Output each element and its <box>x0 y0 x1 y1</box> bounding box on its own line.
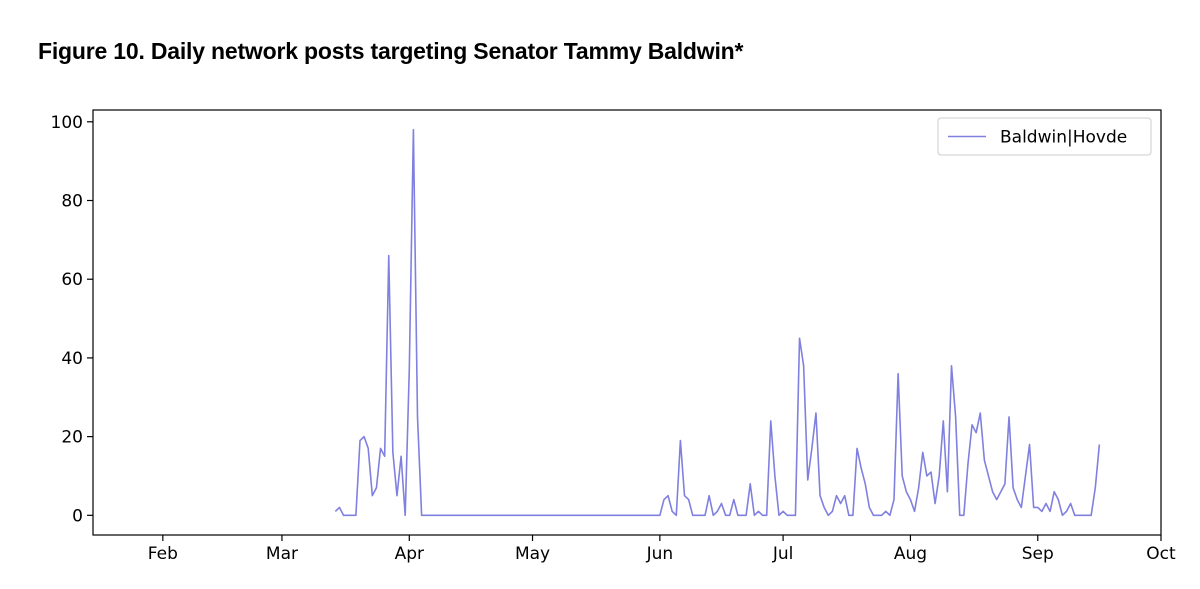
figure-title: Figure 10. Daily network posts targeting… <box>38 38 743 65</box>
x-tick-label: Aug <box>894 544 927 564</box>
plot-frame <box>92 109 1162 536</box>
x-tick-label: May <box>515 544 550 564</box>
y-tick-label: 20 <box>61 428 83 448</box>
y-tick-label: 0 <box>72 506 83 526</box>
y-tick-label: 40 <box>61 349 83 369</box>
figure-number: Figure 10. <box>38 38 145 64</box>
figure-caption: Daily network posts targeting Senator Ta… <box>150 38 744 64</box>
y-tick-label: 80 <box>61 192 83 212</box>
series-line-baldwin-hovde <box>334 128 1101 517</box>
y-tick-label: 100 <box>51 113 83 133</box>
x-tick-label: Apr <box>395 544 424 564</box>
x-tick-label: Sep <box>1022 544 1054 564</box>
x-tick-label: Jul <box>772 544 794 564</box>
x-tick-label: Oct <box>1146 544 1176 564</box>
x-tick-label: Feb <box>148 544 178 564</box>
legend-box <box>937 117 1152 156</box>
x-tick-label: Jun <box>646 544 674 564</box>
plot-layer: 0 20 40 60 80 100 Feb Mar Apr May Jun Jul Aug Sep Oct B… <box>51 109 1176 564</box>
y-tick-label: 60 <box>61 270 83 290</box>
legend-label: Baldwin|Hovde <box>1000 128 1127 148</box>
x-tick-label: Mar <box>266 544 298 564</box>
